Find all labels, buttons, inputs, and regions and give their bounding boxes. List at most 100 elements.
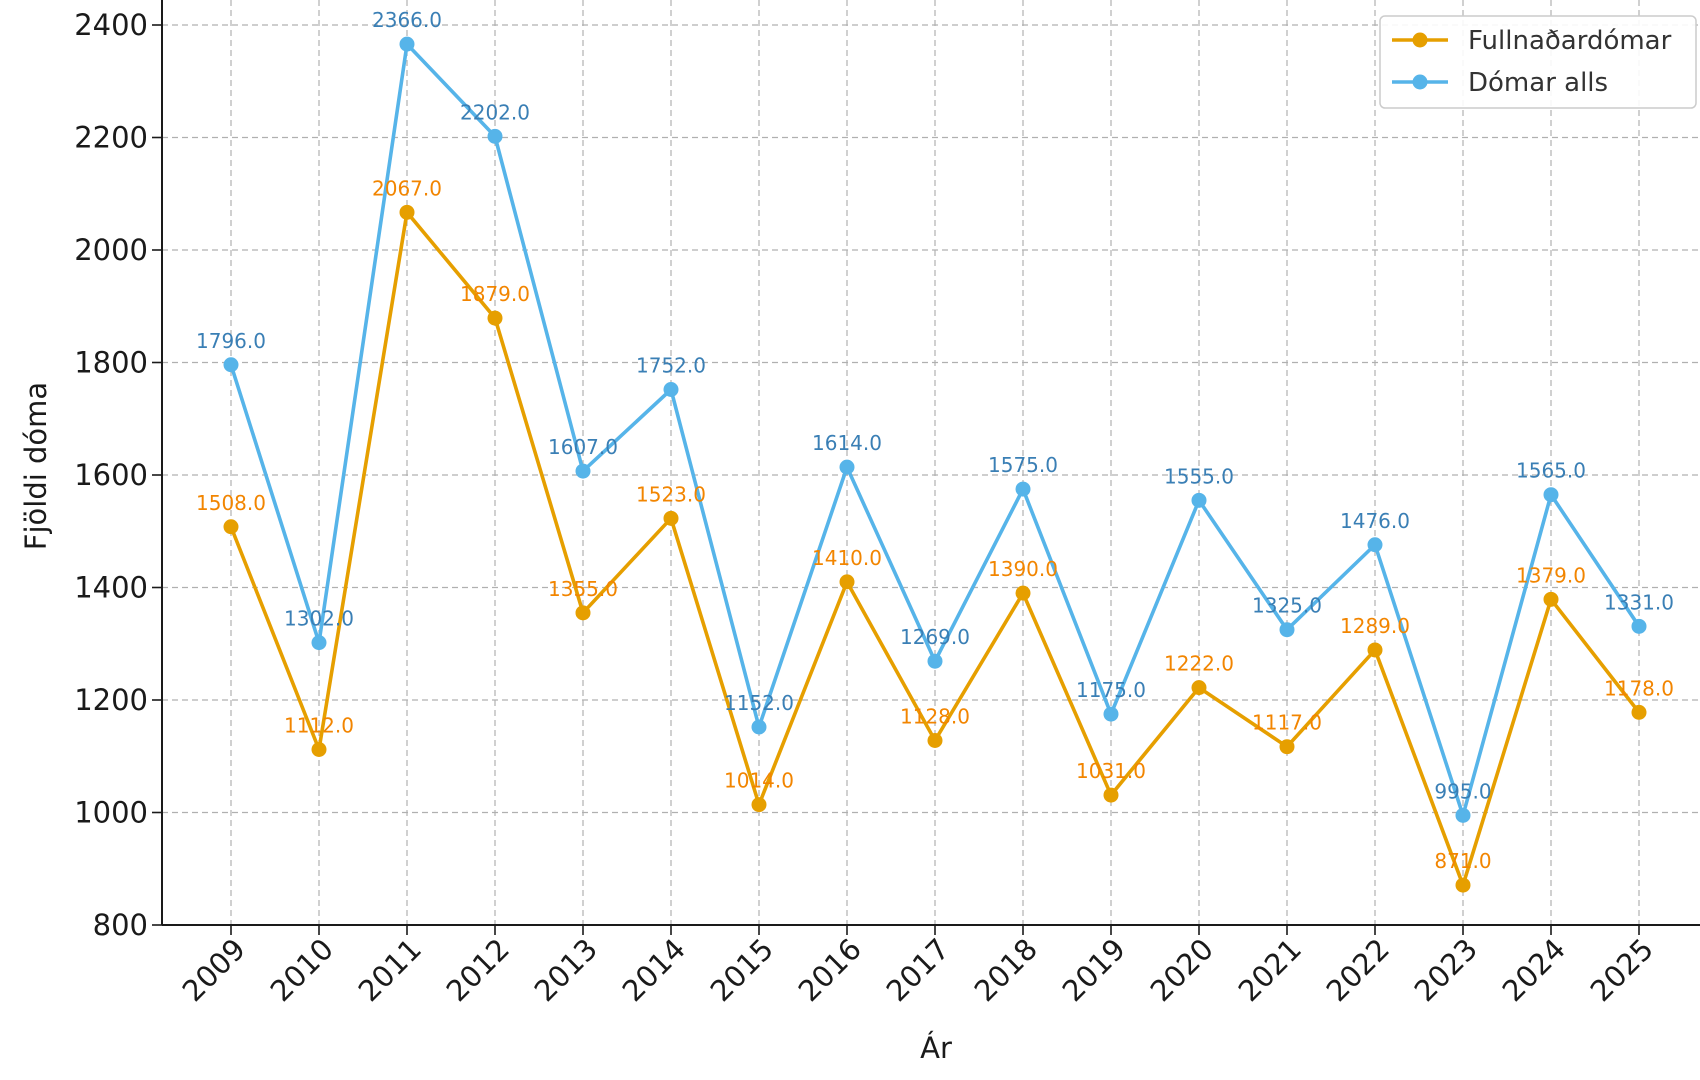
data-label: 1508.0 (196, 491, 266, 515)
data-label: 1523.0 (636, 482, 706, 506)
data-label: 1410.0 (812, 546, 882, 570)
data-point (487, 310, 503, 326)
data-point (1455, 807, 1471, 823)
x-tick-label: 2015 (704, 932, 780, 1008)
data-label: 1614.0 (812, 431, 882, 455)
x-axis-label: Ár (920, 1031, 952, 1065)
x-tick-label: 2009 (176, 932, 252, 1008)
data-label: 1796.0 (196, 329, 266, 353)
x-tick-label: 2024 (1496, 932, 1572, 1008)
data-label: 1269.0 (900, 625, 970, 649)
data-label: 1752.0 (636, 354, 706, 378)
y-tick-label: 1200 (74, 683, 148, 717)
x-tick-label: 2022 (1320, 932, 1396, 1008)
data-label: 1555.0 (1164, 464, 1234, 488)
data-point (223, 357, 239, 373)
x-tick-label: 2019 (1056, 932, 1132, 1008)
data-label: 1112.0 (284, 714, 354, 738)
x-tick-label: 2021 (1232, 932, 1308, 1008)
data-point (1367, 642, 1383, 658)
data-point (927, 653, 943, 669)
data-point (311, 635, 327, 651)
data-point (399, 36, 415, 52)
y-tick-label: 1800 (74, 346, 148, 380)
data-point (663, 382, 679, 397)
data-point (751, 719, 767, 735)
data-label: 1879.0 (460, 282, 530, 306)
legend-swatch-marker (1412, 32, 1428, 48)
data-point (1103, 787, 1119, 803)
data-label: 1390.0 (988, 557, 1058, 581)
data-point (1455, 877, 1471, 893)
data-label: 1325.0 (1252, 594, 1322, 618)
data-label: 2202.0 (460, 100, 530, 124)
data-label: 1302.0 (284, 607, 354, 631)
y-tick-label: 1600 (74, 458, 148, 492)
x-tick-label: 2014 (616, 932, 692, 1008)
data-labels: 1508.0 1112.0 2067.0 1879.0 1355.0 1523.0 1014… (196, 8, 1674, 873)
data-point (839, 459, 855, 475)
data-point (311, 742, 327, 757)
data-label: 1152.0 (724, 691, 794, 715)
data-point (1279, 739, 1295, 755)
data-label: 1331.0 (1604, 590, 1674, 614)
data-point (1279, 622, 1295, 638)
x-tick-label: 2018 (968, 932, 1044, 1008)
data-point (223, 519, 239, 535)
data-label: 1117.0 (1252, 711, 1322, 735)
data-point (1015, 585, 1031, 601)
data-label: 995.0 (1434, 779, 1491, 803)
x-tick-label: 2011 (352, 932, 428, 1008)
data-label: 1355.0 (548, 577, 618, 601)
data-point (1015, 481, 1031, 497)
x-tick-label: 2016 (792, 932, 868, 1008)
data-label: 1175.0 (1076, 678, 1146, 702)
x-tick-label: 2020 (1144, 932, 1220, 1008)
data-label: 1128.0 (900, 705, 970, 729)
y-tick-label: 2000 (74, 233, 148, 267)
data-point (663, 510, 679, 526)
legend: Fullnaðardómar Dómar alls (1379, 15, 1697, 109)
x-axis-ticks: 2009 2010 2011 2012 2013 2014 2015 2016 2017 2018… (176, 925, 1660, 1008)
data-point (927, 733, 943, 748)
legend-entry: Fullnaðardómar (1468, 26, 1672, 56)
x-tick-label: 2012 (440, 932, 516, 1008)
data-label: 1031.0 (1076, 759, 1146, 783)
x-tick-label: 2013 (528, 932, 604, 1008)
data-point (1367, 537, 1383, 553)
legend-swatch-marker (1412, 74, 1428, 90)
data-point (1631, 618, 1647, 634)
data-point (399, 204, 415, 220)
y-axis-label: Fjöldi dóma (19, 382, 53, 550)
data-point (1103, 706, 1119, 722)
x-tick-label: 2017 (880, 932, 956, 1008)
data-label: 1607.0 (548, 435, 618, 459)
y-tick-label: 1400 (74, 571, 148, 605)
y-tick-label: 2400 (74, 8, 148, 42)
data-point (1191, 680, 1207, 696)
y-axis-ticks: 800 1000 1200 1400 1600 1800 2000 2200 2400 (74, 8, 162, 942)
legend-box (1379, 15, 1697, 109)
x-tick-label: 2010 (264, 932, 340, 1008)
legend-entry: Dómar alls (1468, 68, 1608, 98)
x-tick-label: 2025 (1584, 932, 1660, 1008)
data-label: 1222.0 (1164, 652, 1234, 676)
data-label: 2366.0 (372, 8, 442, 32)
data-point (575, 605, 591, 621)
data-label: 1289.0 (1340, 614, 1410, 638)
data-label: 1476.0 (1340, 509, 1410, 533)
data-label: 1014.0 (724, 769, 794, 793)
y-tick-label: 1000 (74, 796, 148, 830)
data-point (487, 128, 503, 144)
data-label: 1565.0 (1516, 459, 1586, 483)
data-point (1543, 487, 1559, 503)
data-point (575, 463, 591, 479)
y-tick-label: 2200 (74, 121, 148, 155)
x-tick-label: 2023 (1408, 932, 1484, 1008)
data-label: 1379.0 (1516, 563, 1586, 587)
axes (161, 0, 1700, 926)
data-point (1191, 492, 1207, 508)
data-label: 871.0 (1434, 849, 1491, 873)
data-label: 2067.0 (372, 176, 442, 200)
